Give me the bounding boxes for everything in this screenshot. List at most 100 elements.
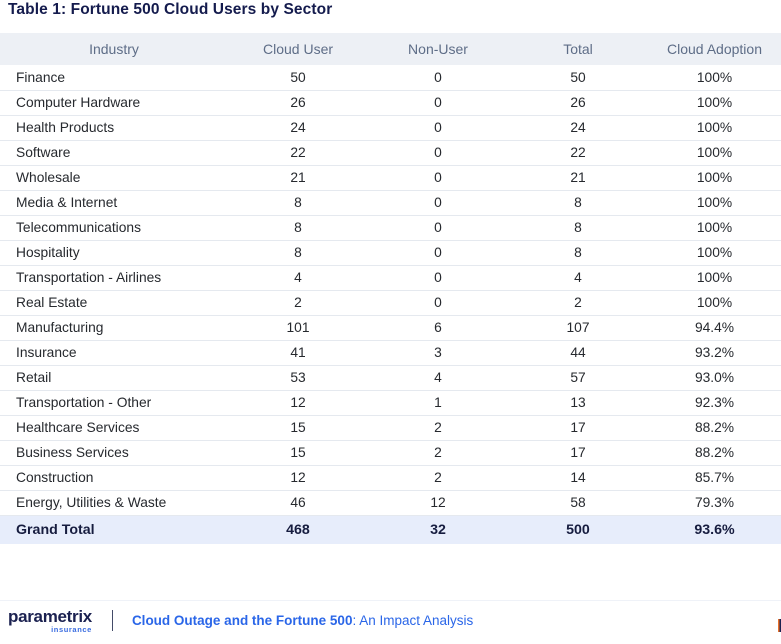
cell-grand-total-non-user: 32: [368, 515, 508, 544]
table-row: Computer Hardware 26 0 26 100%: [0, 90, 781, 116]
cell-industry: Healthcare Services: [0, 415, 228, 441]
table-body: Finance 50 0 50 100% Computer Hardware 26 0 26 10…: [0, 65, 781, 516]
cell-industry: Manufacturing: [0, 315, 228, 341]
cell-total: 44: [508, 340, 648, 366]
report-title-bold: Cloud Outage and the Fortune 500: [131, 613, 353, 629]
cell-cloud-user: 46: [228, 490, 368, 516]
cell-cloud-adoption: 100%: [648, 290, 781, 316]
cell-cloud-user: 101: [228, 315, 368, 341]
cell-cloud-adoption: 85.7%: [648, 465, 781, 491]
cell-non-user: 2: [368, 415, 508, 441]
column-header-non-user: Non-User: [368, 33, 508, 65]
cell-grand-total-total: 500: [508, 515, 648, 544]
cell-non-user: 12: [368, 490, 508, 516]
cell-non-user: 0: [368, 115, 508, 141]
cell-cloud-user: 12: [228, 390, 368, 416]
cell-industry: Energy, Utilities & Waste: [0, 490, 228, 516]
cell-grand-total-cloud-adoption: 93.6%: [648, 515, 781, 544]
grand-total-row: Grand Total 468 32 500 93.6%: [0, 515, 781, 544]
cell-non-user: 0: [368, 165, 508, 191]
table-row: Retail 53 4 57 93.0%: [0, 365, 781, 391]
table-row: Telecommunications 8 0 8 100%: [0, 215, 781, 241]
cell-total: 2: [508, 290, 648, 316]
cell-cloud-adoption: 94.4%: [648, 315, 781, 341]
cell-cloud-adoption: 93.0%: [648, 365, 781, 391]
cell-non-user: 1: [368, 390, 508, 416]
column-header-cloud-adoption: Cloud Adoption: [648, 33, 781, 65]
cell-cloud-adoption: 100%: [648, 90, 781, 116]
cell-cloud-user: 50: [228, 65, 368, 91]
table-row: Transportation - Other 12 1 13 92.3%: [0, 390, 781, 416]
footer-divider: [0, 600, 781, 601]
table-row: Health Products 24 0 24 100%: [0, 115, 781, 141]
cell-cloud-user: 53: [228, 365, 368, 391]
cell-non-user: 0: [368, 240, 508, 266]
cell-total: 26: [508, 90, 648, 116]
cell-total: 57: [508, 365, 648, 391]
cell-industry: Construction: [0, 465, 228, 491]
cell-total: 14: [508, 465, 648, 491]
cell-total: 4: [508, 265, 648, 291]
cell-cloud-user: 41: [228, 340, 368, 366]
brand-tagline: insurance: [51, 625, 92, 634]
table-row: Hospitality 8 0 8 100%: [0, 240, 781, 266]
cell-non-user: 0: [368, 290, 508, 316]
cell-industry: Wholesale: [0, 165, 228, 191]
table-row: Software 22 0 22 100%: [0, 140, 781, 166]
table-row: Manufacturing 101 6 107 94.4%: [0, 315, 781, 341]
cell-total: 8: [508, 190, 648, 216]
report-title-rest: : An Impact Analysis: [352, 613, 474, 629]
cell-cloud-user: 24: [228, 115, 368, 141]
column-header-cloud-user: Cloud User: [228, 33, 368, 65]
cell-cloud-user: 2: [228, 290, 368, 316]
table-row: Real Estate 2 0 2 100%: [0, 290, 781, 316]
table-row: Wholesale 21 0 21 100%: [0, 165, 781, 191]
cell-total: 13: [508, 390, 648, 416]
cell-grand-total-label: Grand Total: [0, 515, 228, 544]
page-number-cutoff: [778, 619, 781, 632]
cell-cloud-adoption: 79.3%: [648, 490, 781, 516]
parametrix-logo: parametrix insurance: [8, 608, 92, 634]
table-row: Business Services 15 2 17 88.2%: [0, 440, 781, 466]
table-row: Media & Internet 8 0 8 100%: [0, 190, 781, 216]
cell-industry: Insurance: [0, 340, 228, 366]
cell-non-user: 0: [368, 90, 508, 116]
cell-non-user: 3: [368, 340, 508, 366]
cell-non-user: 0: [368, 190, 508, 216]
cell-industry: Finance: [0, 65, 228, 91]
cell-cloud-user: 8: [228, 240, 368, 266]
cell-industry: Media & Internet: [0, 190, 228, 216]
table-row: Insurance 41 3 44 93.2%: [0, 340, 781, 366]
cell-total: 8: [508, 215, 648, 241]
cell-cloud-user: 15: [228, 440, 368, 466]
page-title: Table 1: Fortune 500 Cloud Users by Sect…: [8, 1, 333, 18]
cell-industry: Health Products: [0, 115, 228, 141]
column-header-total: Total: [508, 33, 648, 65]
table-row: Finance 50 0 50 100%: [0, 65, 781, 91]
cell-non-user: 0: [368, 265, 508, 291]
cell-cloud-user: 4: [228, 265, 368, 291]
cell-cloud-adoption: 88.2%: [648, 440, 781, 466]
cell-cloud-user: 8: [228, 190, 368, 216]
cell-cloud-adoption: 88.2%: [648, 415, 781, 441]
cell-non-user: 6: [368, 315, 508, 341]
report-title: Cloud Outage and the Fortune 500: An Imp…: [132, 613, 473, 628]
cell-cloud-user: 26: [228, 90, 368, 116]
cell-total: 58: [508, 490, 648, 516]
cell-grand-total-cloud-user: 468: [228, 515, 368, 544]
cell-cloud-adoption: 100%: [648, 265, 781, 291]
cell-total: 22: [508, 140, 648, 166]
cell-cloud-adoption: 92.3%: [648, 390, 781, 416]
cell-non-user: 2: [368, 465, 508, 491]
cell-total: 107: [508, 315, 648, 341]
cell-cloud-adoption: 100%: [648, 215, 781, 241]
footer-separator-bar: [111, 610, 113, 632]
table-row: Energy, Utilities & Waste 46 12 58 79.3%: [0, 490, 781, 516]
cell-industry: Retail: [0, 365, 228, 391]
cell-non-user: 2: [368, 440, 508, 466]
table-header-row: Industry Cloud User Non-User Total Cloud…: [0, 33, 781, 65]
cell-cloud-adoption: 100%: [648, 190, 781, 216]
cell-non-user: 0: [368, 65, 508, 91]
cell-industry: Business Services: [0, 440, 228, 466]
cell-cloud-user: 12: [228, 465, 368, 491]
